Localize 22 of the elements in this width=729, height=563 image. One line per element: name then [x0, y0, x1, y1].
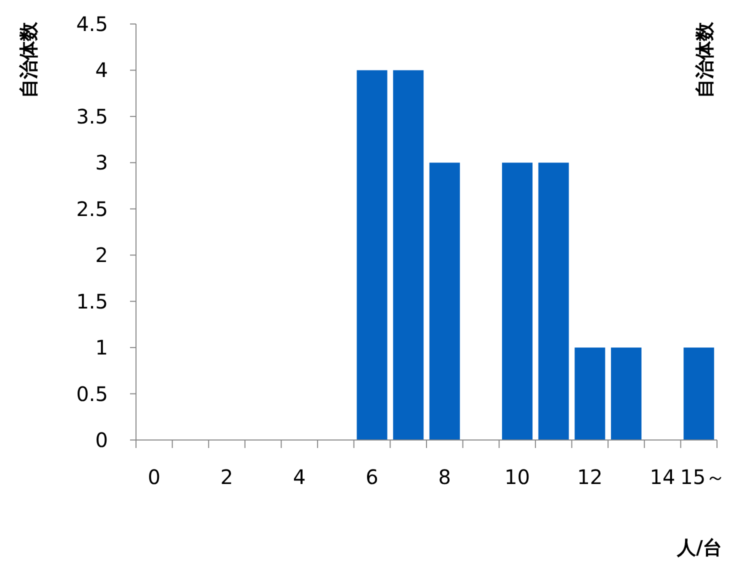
y-tick-label: 1 [95, 336, 108, 360]
y-axis-title: 自治体数 [18, 21, 40, 98]
y-tick-label: 1.5 [76, 289, 108, 314]
y-tick-label: 3.5 [76, 104, 108, 128]
x-tick-label: 0 [148, 465, 161, 489]
y-tick-label: 0.5 [76, 382, 108, 406]
y2-axis-title: 自治体数 [694, 21, 716, 98]
x-tick-label: 8 [438, 465, 452, 489]
x-tick-label: 10 [504, 465, 530, 489]
y-tick-label: 3 [95, 150, 108, 175]
y-tick-label: 2 [95, 243, 108, 268]
x-tick-label: 12 [577, 465, 603, 489]
y-tick-label: 4.5 [76, 12, 108, 36]
x-tick-label: 6 [366, 465, 378, 489]
y-tick-label: 2.5 [76, 196, 108, 221]
x-tick-label: 4 [293, 465, 306, 489]
x-axis-title: 人/台 [676, 537, 722, 559]
x-tick-label: 15～ [680, 465, 726, 489]
y-tick-label: 0 [95, 428, 108, 452]
x-tick-label: 2 [220, 465, 234, 489]
y-tick-label: 4 [95, 58, 108, 82]
x-tick-label: 14 [650, 465, 676, 489]
